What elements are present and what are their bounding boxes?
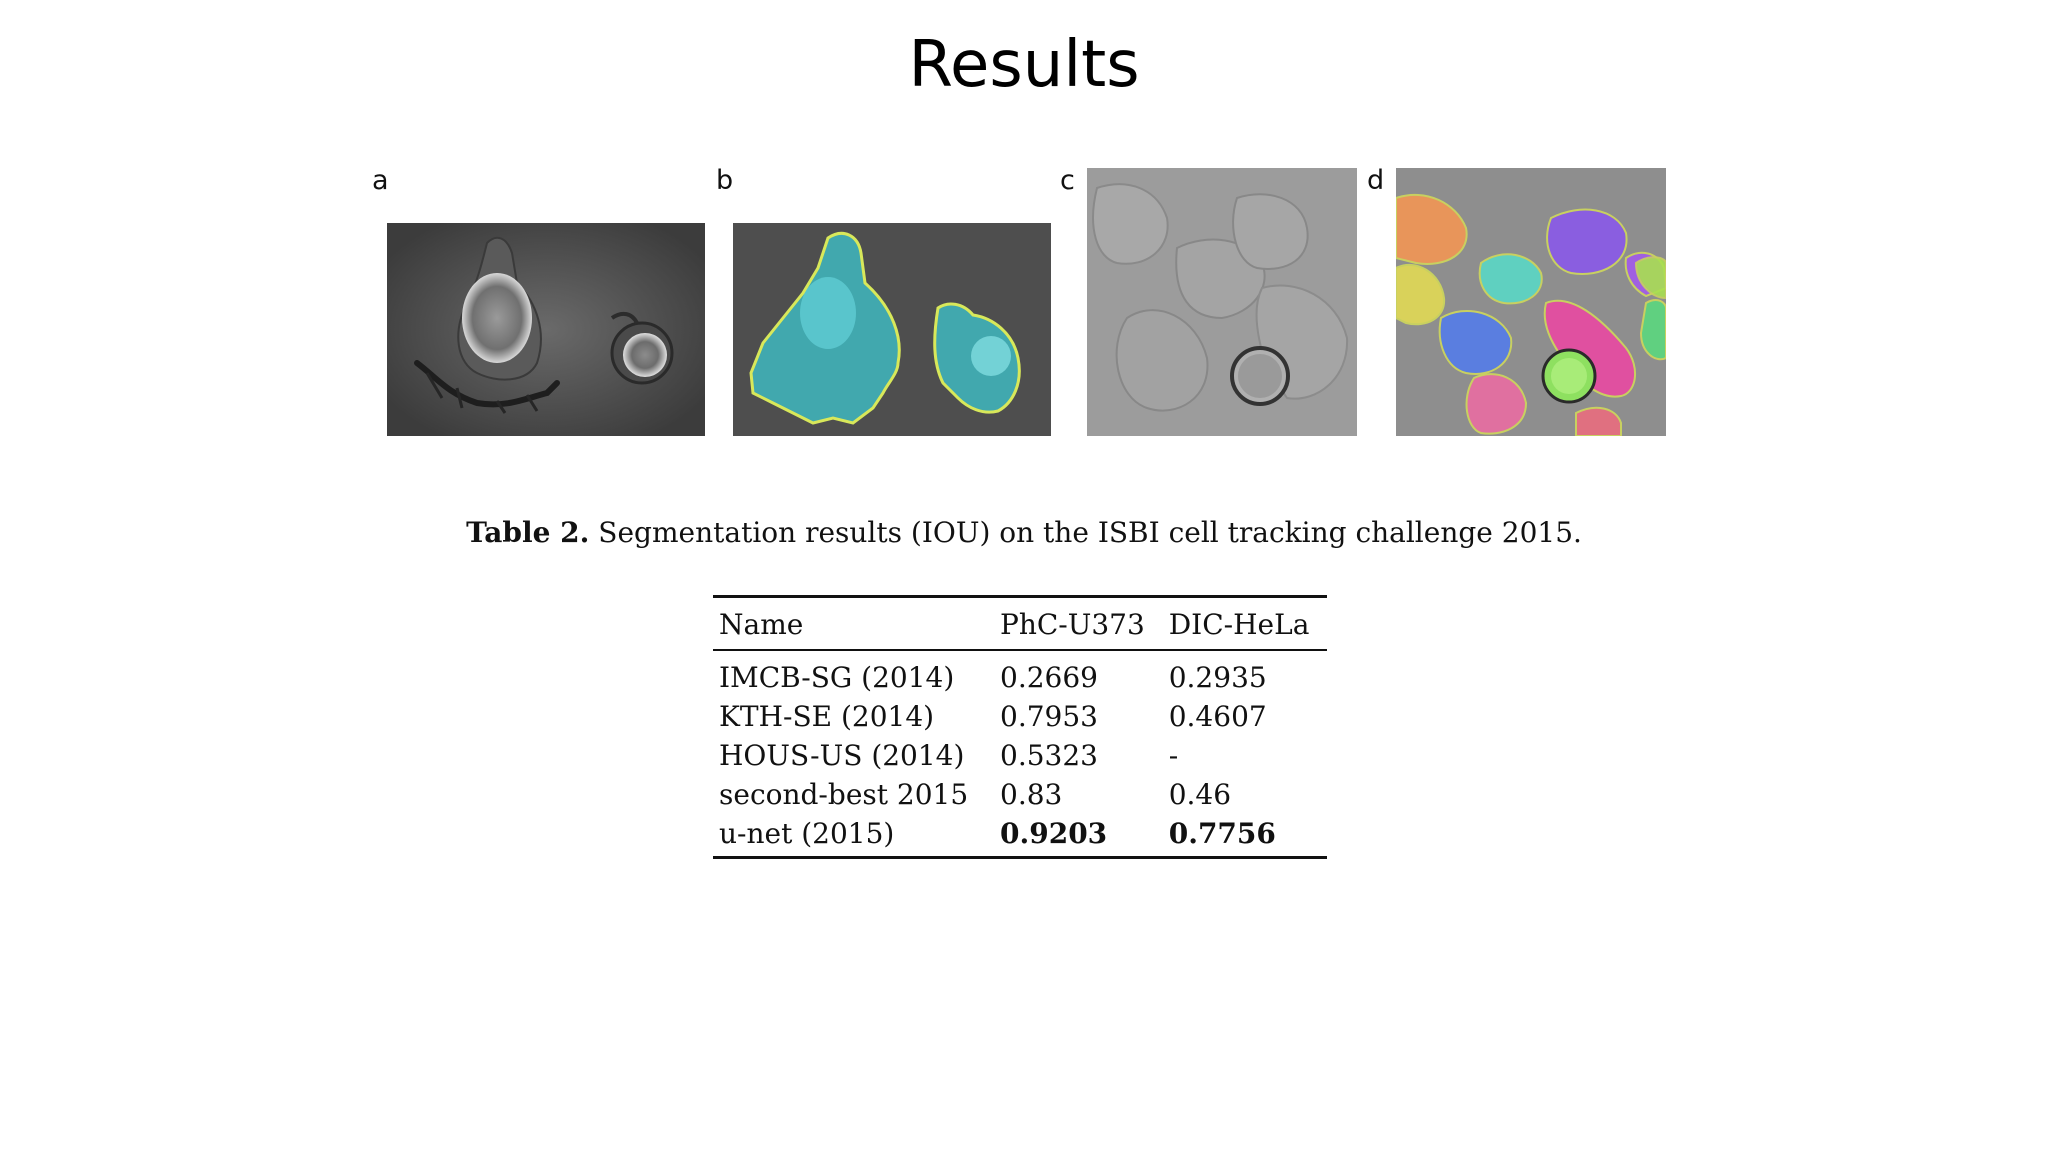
phase-contrast-cells-image bbox=[387, 223, 705, 436]
results-table: Name PhC-U373 DIC-HeLa IMCB-SG (2014) 0.… bbox=[713, 595, 1327, 859]
table-row: second-best 2015 0.83 0.46 bbox=[713, 775, 1327, 814]
row-phc-value: 0.83 bbox=[1000, 778, 1063, 811]
table-row: IMCB-SG (2014) 0.2669 0.2935 bbox=[713, 650, 1327, 697]
row-phc-value-best: 0.9203 bbox=[994, 814, 1163, 859]
row-dic-value: 0.2935 bbox=[1168, 661, 1267, 694]
row-phc-value: 0.7953 bbox=[1000, 700, 1098, 733]
panel-label-c: c bbox=[1060, 165, 1075, 196]
row-dic-value: 0.46 bbox=[1168, 778, 1232, 811]
row-name: u-net (2015) bbox=[713, 814, 994, 859]
row-name: IMCB-SG (2014) bbox=[719, 661, 955, 694]
dic-hela-cells-image bbox=[1087, 168, 1357, 436]
table-caption: Table 2. Segmentation results (IOU) on t… bbox=[0, 516, 2048, 549]
row-phc-value: 0.5323 bbox=[1000, 739, 1098, 772]
row-dic-value-best: 0.7756 bbox=[1162, 814, 1327, 859]
header-dic-hela: DIC-HeLa bbox=[1162, 595, 1327, 651]
panel-label-a: a bbox=[372, 165, 389, 196]
slide-title: Results bbox=[908, 28, 1140, 102]
table-row: KTH-SE (2014) 0.7953 0.4607 bbox=[713, 697, 1327, 736]
table-caption-text: Segmentation results (IOU) on the ISBI c… bbox=[598, 516, 1582, 549]
table-caption-label: Table 2. bbox=[466, 516, 590, 549]
table-row: HOUS-US (2014) 0.5323 - bbox=[713, 736, 1327, 775]
row-name: second-best 2015 bbox=[719, 778, 969, 811]
row-dic-value: 0.4607 bbox=[1168, 700, 1267, 733]
table-row-highlight: u-net (2015) 0.9203 0.7756 bbox=[713, 814, 1327, 859]
phase-contrast-segmentation-overlay-image bbox=[733, 223, 1051, 436]
panel-label-d: d bbox=[1367, 165, 1385, 196]
row-name: KTH-SE (2014) bbox=[719, 700, 935, 733]
header-name: Name bbox=[713, 595, 994, 651]
row-name: HOUS-US (2014) bbox=[719, 739, 965, 772]
row-phc-value: 0.2669 bbox=[1000, 661, 1098, 694]
header-phc-u373: PhC-U373 bbox=[994, 595, 1163, 651]
panel-label-b: b bbox=[716, 165, 734, 196]
table-header-row: Name PhC-U373 DIC-HeLa bbox=[713, 595, 1327, 651]
dic-hela-segmentation-overlay-image bbox=[1396, 168, 1666, 436]
row-dic-value: - bbox=[1168, 739, 1179, 772]
